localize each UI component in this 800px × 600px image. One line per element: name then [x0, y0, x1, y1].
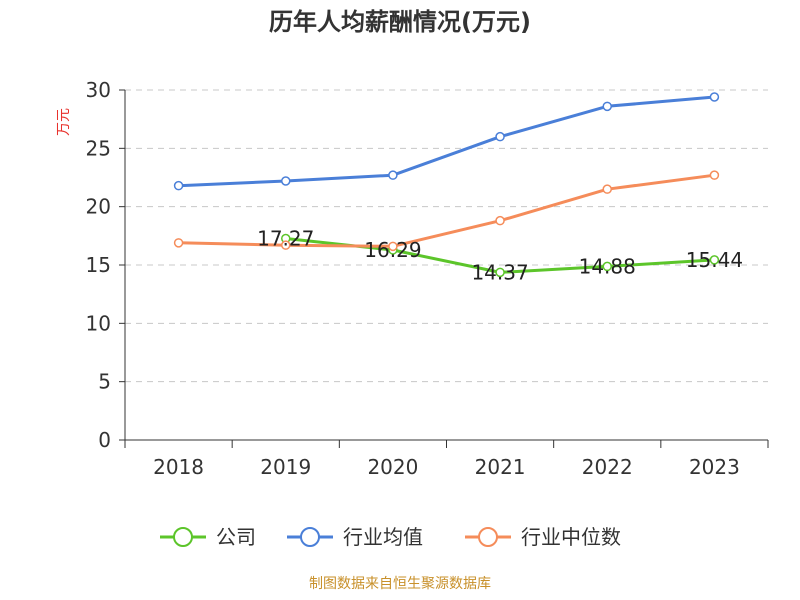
source-note: 制图数据来自恒生聚源数据库 — [309, 576, 491, 592]
legend-item[interactable]: 行业均值 — [287, 525, 423, 549]
data-point — [388, 241, 398, 252]
x-tick-label: 2018 — [153, 455, 204, 479]
data-point — [281, 176, 291, 186]
axes: 0 5 10 15 20 25 30 2018 2019 2020 2021 2022 2023 — [86, 78, 769, 479]
y-axis-label: 万元 — [56, 108, 72, 136]
chart-title: 历年人均薪酬情况(万元) — [269, 8, 531, 36]
y-tick-label: 15 — [86, 253, 111, 277]
x-tick-label: 2021 — [475, 455, 526, 479]
y-tick-label: 0 — [98, 428, 111, 452]
legend-label: 公司 — [216, 525, 256, 549]
data-point — [709, 170, 720, 180]
data-point — [173, 180, 184, 191]
y-tick-label: 5 — [98, 370, 111, 394]
x-tick-label: 2020 — [367, 455, 418, 479]
data-point — [602, 184, 612, 194]
legend-marker — [300, 527, 320, 547]
data-label: 16.29 — [364, 238, 421, 262]
data-point — [709, 92, 720, 102]
data-point — [281, 240, 291, 250]
data-label: 17.27 — [257, 227, 314, 251]
data-label: 14.37 — [471, 260, 528, 284]
data-labels: 17.27 16.29 14.37 14.88 15.44 — [257, 227, 743, 285]
legend-item[interactable]: 行业中位数 — [465, 525, 621, 549]
data-point — [709, 255, 720, 265]
data-point — [173, 238, 184, 248]
data-label: 14.88 — [579, 254, 636, 278]
y-tick-label: 10 — [86, 311, 111, 335]
data-label: 15.44 — [686, 248, 743, 272]
legend-marker — [478, 527, 498, 547]
x-tick-label: 2023 — [689, 455, 740, 479]
data-point — [495, 215, 505, 226]
series-line — [178, 95, 715, 188]
legend: 公司 行业均值 行业中位数 — [160, 525, 621, 549]
data-point — [495, 131, 505, 142]
legend-label: 行业中位数 — [521, 525, 621, 549]
x-tick-label: 2019 — [260, 455, 311, 479]
series-line — [178, 173, 715, 248]
data-point — [602, 261, 612, 272]
legend-marker — [173, 527, 193, 547]
y-tick-label: 25 — [86, 136, 111, 160]
y-tick-label: 30 — [86, 78, 111, 102]
legend-label: 行业均值 — [343, 525, 423, 549]
x-tick-label: 2022 — [582, 455, 633, 479]
series-lines — [173, 92, 720, 278]
grid-lines — [125, 89, 768, 383]
data-point — [388, 170, 398, 180]
data-point — [602, 101, 612, 112]
data-point — [495, 267, 505, 278]
legend-item[interactable]: 公司 — [160, 525, 256, 549]
y-tick-label: 20 — [86, 195, 111, 219]
